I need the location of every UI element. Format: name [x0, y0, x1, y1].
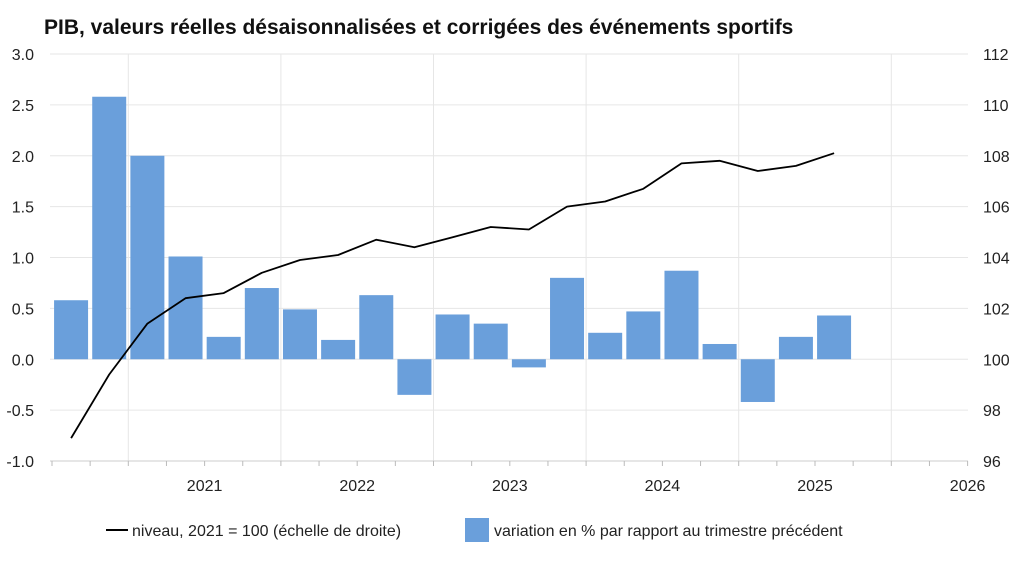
x-tick-label: 2023: [492, 478, 528, 495]
bar: [130, 155, 165, 360]
y-left-tick-label: 1.0: [12, 251, 34, 268]
y-right-tick-label: 98: [983, 403, 1001, 420]
y-right-tick-label: 106: [983, 200, 1010, 217]
bar: [817, 315, 852, 360]
y-left-tick-label: 0.5: [12, 301, 34, 318]
bar: [435, 314, 470, 360]
x-tick-label: 2024: [645, 478, 681, 495]
bar: [92, 96, 127, 360]
bar: [626, 311, 661, 360]
legend-line-label: niveau, 2021 = 100 (échelle de droite): [132, 523, 401, 540]
x-tick-label: 2022: [339, 478, 375, 495]
bar: [664, 270, 699, 360]
y-right-tick-label: 104: [983, 251, 1010, 268]
y-right-tick-label: 102: [983, 301, 1010, 318]
bar: [168, 256, 203, 360]
y-left-tick-label: -1.0: [6, 454, 34, 471]
level-line: [70, 152, 835, 439]
x-tick-label: 2026: [950, 478, 986, 495]
bar: [550, 277, 585, 360]
x-tick-label: 2021: [187, 478, 223, 495]
bar: [321, 339, 356, 360]
y-right-tick-label: 110: [983, 98, 1009, 115]
bar: [473, 323, 508, 360]
bar: [588, 332, 623, 360]
y-left-tick-label: 0.0: [12, 352, 34, 369]
y-right-tick-label: 112: [983, 47, 1009, 64]
bar: [359, 295, 394, 360]
y-left-tick-label: -0.5: [6, 403, 34, 420]
y-left-tick-label: 2.5: [12, 98, 34, 115]
y-right-tick-label: 100: [983, 352, 1010, 369]
bar: [702, 343, 737, 360]
chart-title: PIB, valeurs réelles désaisonnalisées et…: [44, 16, 794, 39]
bar: [740, 359, 775, 402]
bar: [397, 359, 432, 395]
legend-bar-label: variation en % par rapport au trimestre …: [494, 523, 843, 540]
bar: [244, 288, 279, 360]
bar: [54, 300, 89, 360]
y-left-tick-label: 3.0: [12, 47, 34, 64]
x-tick-label: 2025: [797, 478, 833, 495]
bar: [778, 336, 813, 360]
legend-bar-swatch: [465, 518, 489, 542]
y-left-tick-label: 2.0: [12, 149, 34, 166]
y-left-tick-label: 1.5: [12, 200, 34, 217]
bar: [282, 309, 317, 360]
y-right-tick-label: 96: [983, 454, 1001, 471]
y-right-tick-label: 108: [983, 149, 1010, 166]
bar: [206, 336, 241, 360]
bar: [511, 359, 546, 368]
